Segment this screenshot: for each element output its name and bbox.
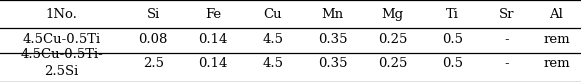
Text: 0.25: 0.25 — [378, 33, 407, 46]
Text: 0.14: 0.14 — [198, 57, 228, 70]
Text: -: - — [505, 33, 510, 46]
Text: rem: rem — [543, 33, 569, 46]
Text: 0.25: 0.25 — [378, 57, 407, 70]
Text: 1No.: 1No. — [46, 8, 77, 21]
Text: rem: rem — [543, 57, 569, 70]
Text: 0.35: 0.35 — [318, 33, 347, 46]
Text: Fe: Fe — [205, 8, 221, 21]
Text: Mn: Mn — [322, 8, 344, 21]
Text: Cu: Cu — [264, 8, 282, 21]
Text: 0.5: 0.5 — [442, 57, 463, 70]
Text: Sr: Sr — [499, 8, 515, 21]
Text: 2.5: 2.5 — [143, 57, 164, 70]
Text: 0.35: 0.35 — [318, 57, 347, 70]
Text: Al: Al — [550, 8, 564, 21]
Text: Mg: Mg — [382, 8, 404, 21]
Text: 0.14: 0.14 — [198, 33, 228, 46]
Text: 0.08: 0.08 — [138, 33, 168, 46]
Text: 4.5: 4.5 — [263, 57, 284, 70]
Text: Ti: Ti — [446, 8, 459, 21]
Text: Si: Si — [146, 8, 160, 21]
Text: 4.5Cu-0.5Ti-
2.5Si: 4.5Cu-0.5Ti- 2.5Si — [20, 48, 103, 78]
Text: 0.5: 0.5 — [442, 33, 463, 46]
Text: 4.5: 4.5 — [263, 33, 284, 46]
Text: 4.5Cu-0.5Ti: 4.5Cu-0.5Ti — [23, 33, 101, 46]
Text: -: - — [505, 57, 510, 70]
